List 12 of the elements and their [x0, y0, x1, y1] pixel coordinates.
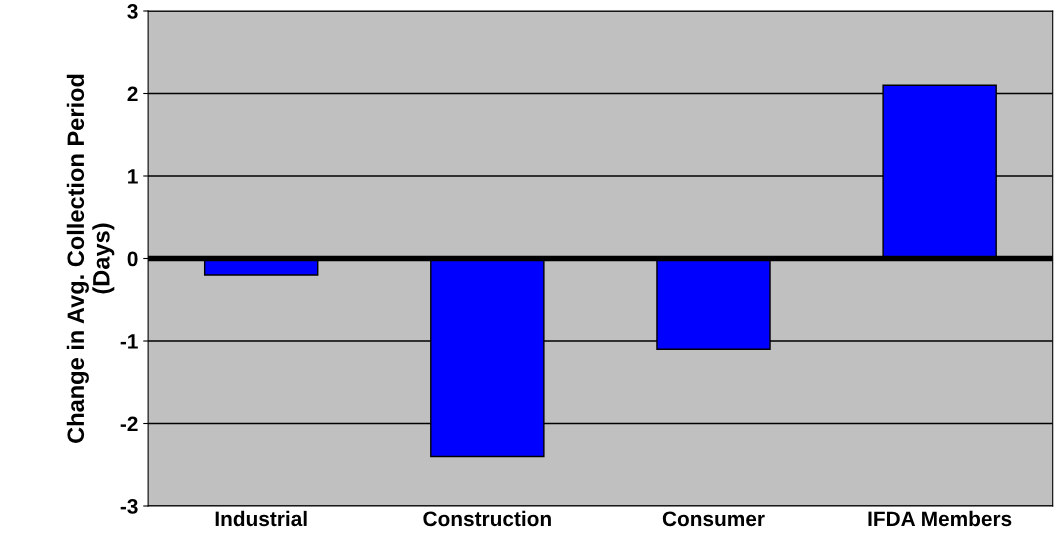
x-tick-label: Construction	[423, 510, 551, 527]
y-tick-label: 1	[128, 169, 138, 184]
x-tick-label: Consumer	[662, 511, 765, 527]
x-tick-label: IFDA Members	[868, 510, 1012, 527]
y-tick-label: -1	[120, 334, 138, 349]
y-tick-label: -2	[120, 416, 138, 432]
x-tick-label: Industrial	[215, 510, 307, 527]
y-tick-label: 0	[127, 251, 138, 267]
y-tick-label: -3	[120, 499, 138, 514]
y-tick-label: 2	[127, 86, 138, 102]
y-tick-label: 3	[127, 4, 138, 19]
y-axis-title: Change in Avg. Collection Period (Days)	[66, 74, 115, 443]
